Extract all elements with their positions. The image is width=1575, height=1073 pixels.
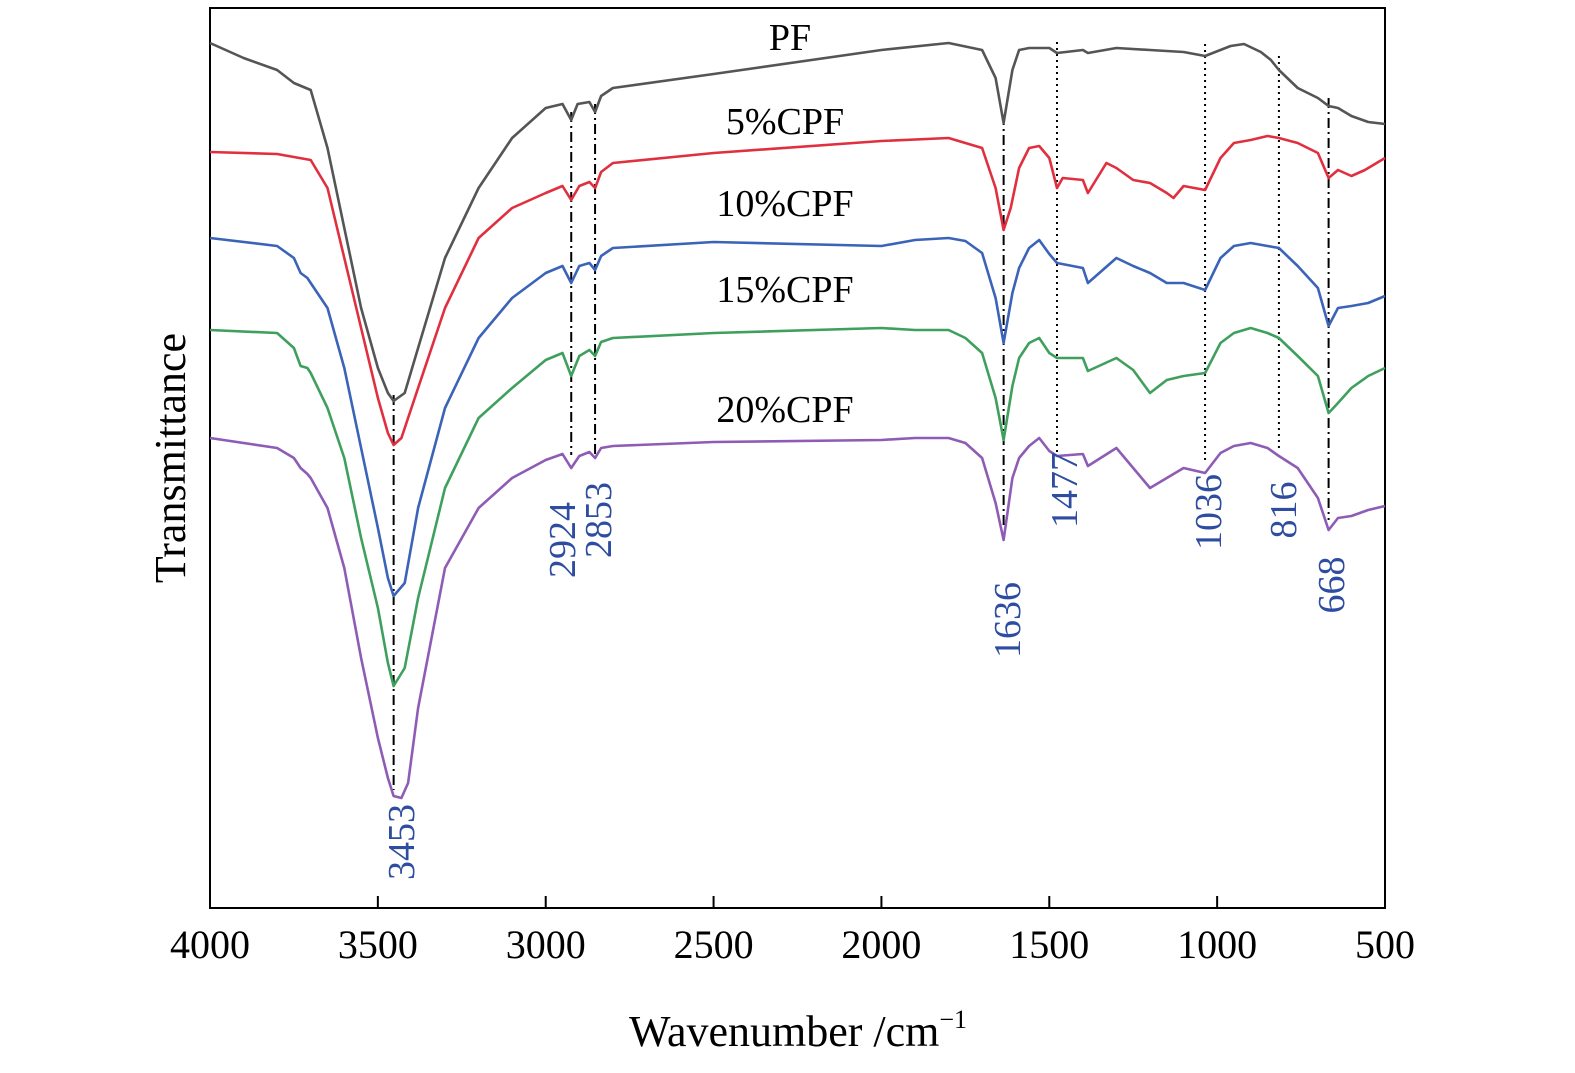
peak-label-1477: 1477: [1044, 452, 1086, 528]
series-label-3: 15%CPF: [716, 269, 853, 311]
peak-label-1036: 1036: [1188, 474, 1230, 550]
series-lines: [209, 41, 1386, 800]
y-axis-title: Transmittance: [146, 333, 195, 583]
x-axis-title-superscript: −1: [939, 1005, 967, 1034]
peak-label-3453: 3453: [381, 804, 423, 880]
x-axis-tick-labels: 4000 3500 3000 2500 2000 1500 1000 500: [170, 922, 1415, 967]
series-label-2: 10%CPF: [716, 183, 853, 225]
peak-label-668: 668: [1311, 557, 1353, 614]
x-tick-label-4000: 4000: [170, 922, 250, 967]
peak-label-816: 816: [1263, 482, 1305, 539]
x-tick-label-1000: 1000: [1177, 922, 1257, 967]
x-tick-label-3000: 3000: [506, 922, 586, 967]
x-axis-title: Wavenumber /cm−1: [629, 1005, 967, 1056]
x-tick-label-3500: 3500: [338, 922, 418, 967]
series-label-0: PF: [769, 17, 811, 59]
peak-lines: [392, 42, 1330, 790]
series-line-2: [209, 236, 1386, 598]
series-label-4: 20%CPF: [716, 389, 853, 431]
plot-frame: [209, 7, 1386, 909]
x-tick-label-500: 500: [1355, 922, 1415, 967]
series-labels: PF 5%CPF 10%CPF 15%CPF 20%CPF: [716, 17, 853, 431]
x-axis-title-text: Wavenumber /cm: [629, 1007, 939, 1056]
x-tick-label-1500: 1500: [1009, 922, 1089, 967]
x-axis-ticks: [209, 896, 1386, 908]
peak-label-2853: 2853: [578, 482, 620, 558]
series-label-1: 5%CPF: [726, 101, 844, 143]
x-tick-label-2500: 2500: [674, 922, 754, 967]
peak-label-2924: 2924: [542, 502, 584, 578]
series-line-3: [209, 326, 1386, 688]
peak-label-1636: 1636: [987, 582, 1029, 658]
x-tick-label-2000: 2000: [841, 922, 921, 967]
series-line-4: [209, 436, 1386, 800]
series-line-0: [209, 41, 1386, 403]
series-line-1: [209, 134, 1386, 447]
